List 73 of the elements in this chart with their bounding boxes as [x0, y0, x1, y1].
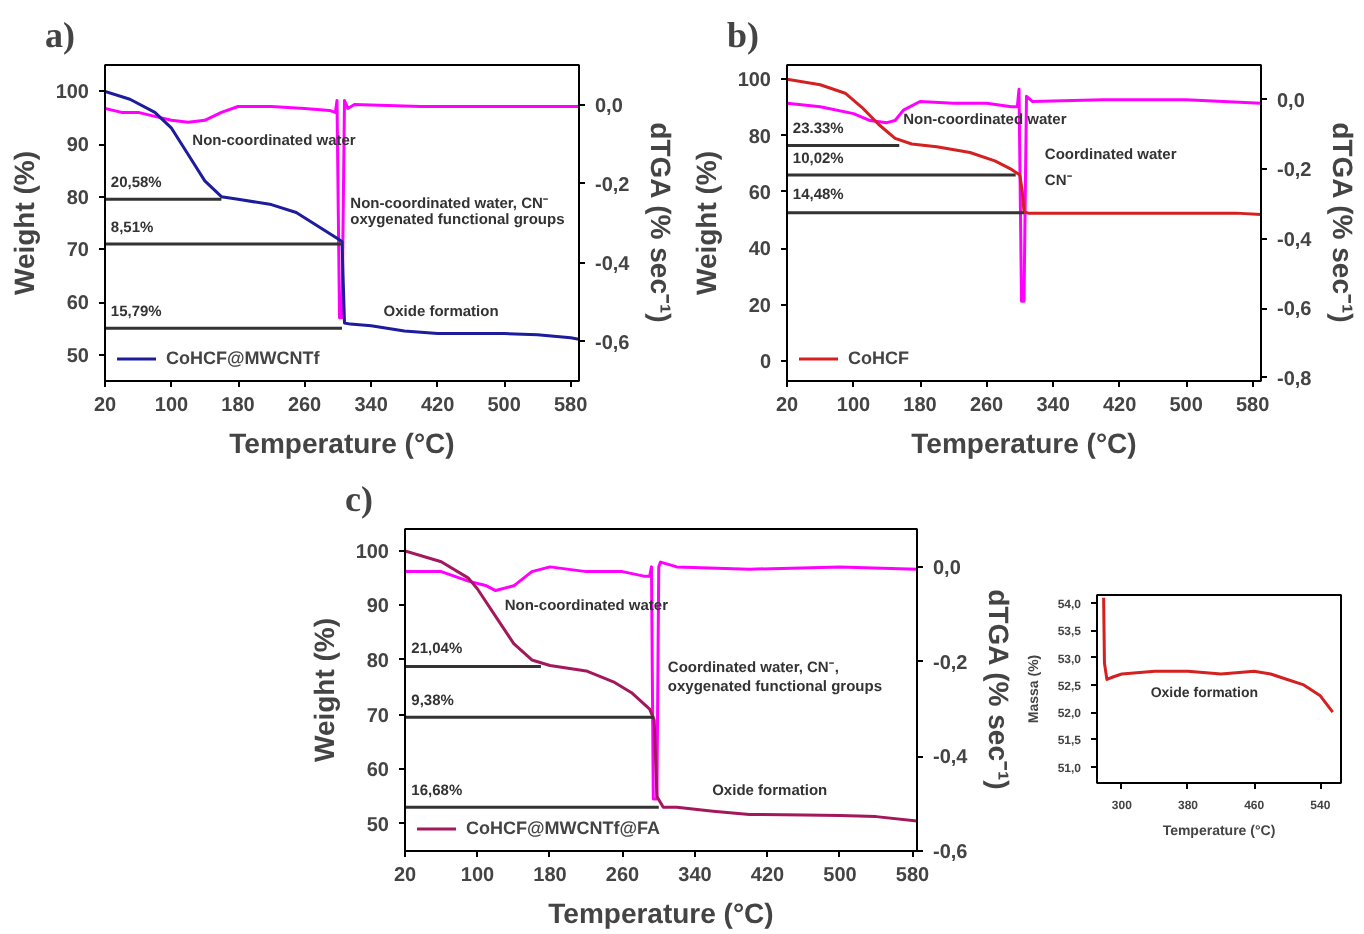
x-tick-label: 580 — [1236, 395, 1271, 417]
x-tick-label: 100 — [460, 865, 496, 887]
chart-title: c) — [345, 479, 373, 519]
y2-tick-label: -0,6 — [1277, 299, 1313, 322]
y-axis-title: Weight (%) — [689, 150, 722, 296]
y2-tick-label: -0,4 — [933, 747, 969, 770]
y-tick-label: 80 — [366, 650, 390, 673]
y2-tick-label: -0,4 — [1277, 229, 1313, 252]
y-tick-label: 0 — [759, 352, 772, 375]
x-axis-title: Temperature (°C) — [229, 427, 455, 459]
y-tick-label: 100 — [355, 541, 390, 564]
chart-title: b) — [727, 15, 760, 55]
x-tick-label: 100 — [154, 395, 190, 417]
x-tick-label: 420 — [750, 865, 786, 887]
y2-axis-title: dTGA (% sec⁻¹) — [645, 122, 678, 323]
x-tick-label: 580 — [554, 395, 589, 417]
y2-tick-label: -0,2 — [1277, 160, 1313, 183]
y2-tick-label: -0,6 — [595, 332, 631, 355]
x-tick-label: 100 — [836, 395, 872, 417]
y-tick-label: 90 — [66, 135, 90, 157]
x-tick-label: 420 — [1102, 395, 1138, 417]
y-tick-label: 60 — [366, 760, 390, 783]
y2-tick-label: -0,8 — [1277, 368, 1313, 391]
y2-axis-title: dTGA (% sec⁻¹) — [1327, 122, 1360, 323]
x-tick-label: 20 — [393, 865, 417, 887]
y-tick-label: 40 — [748, 239, 772, 262]
y2-tick-label: -0,6 — [933, 842, 969, 864]
y-tick-label: 50 — [366, 814, 390, 837]
x-tick-label: 500 — [487, 395, 522, 417]
y-tick-label: 80 — [748, 126, 772, 149]
y-tick-label: 60 — [748, 182, 772, 205]
x-axis-title: Temperature (°C) — [911, 427, 1137, 459]
x-axis-title: Temperature (°C) — [548, 897, 774, 929]
y-tick-label: 70 — [366, 705, 390, 728]
y2-tick-label: -0,2 — [933, 652, 969, 675]
x-tick-label: 260 — [969, 395, 1005, 417]
x-tick-label: 180 — [903, 395, 938, 417]
y-tick-label: 70 — [66, 240, 90, 263]
y-tick-label: 50 — [66, 345, 90, 368]
chart-title: a) — [45, 15, 75, 55]
x-tick-label: 500 — [1169, 395, 1204, 417]
x-tick-label: 20 — [93, 395, 117, 417]
y-tick-label: 80 — [66, 187, 90, 210]
y2-tick-label: 0,0 — [1277, 90, 1306, 113]
legend-label: CoHCF — [848, 348, 909, 368]
x-tick-label: 420 — [420, 395, 456, 417]
y2-tick-label: -0,2 — [595, 174, 631, 197]
legend-label: CoHCF@MWCNTf — [166, 348, 320, 368]
legend-label: CoHCF@MWCNTf@FA — [466, 818, 661, 838]
x-tick-label: 500 — [823, 865, 858, 887]
line-series — [787, 87, 1261, 303]
y-axis-title: Weight (%) — [307, 617, 340, 763]
y-axis-title: Weight (%) — [7, 150, 40, 296]
x-tick-label: 260 — [605, 865, 641, 887]
x-tick-label: 180 — [221, 395, 256, 417]
x-tick-label: 340 — [1036, 395, 1071, 417]
x-tick-label: 340 — [354, 395, 389, 417]
x-tick-label: 20 — [775, 395, 799, 417]
y-tick-label: 20 — [748, 295, 772, 318]
y-tick-label: 60 — [66, 293, 90, 315]
x-tick-label: 340 — [678, 865, 713, 887]
y2-tick-label: -0,4 — [595, 253, 631, 276]
y-tick-label: 90 — [366, 596, 390, 619]
y-tick-label: 100 — [737, 70, 772, 93]
y-tick-label: 100 — [55, 82, 90, 105]
y2-axis-title: dTGA (% sec⁻¹) — [983, 589, 1016, 790]
y2-tick-label: 0,0 — [595, 95, 624, 118]
x-tick-label: 180 — [533, 865, 568, 887]
x-tick-label: 580 — [895, 865, 931, 887]
x-tick-label: 260 — [287, 395, 323, 417]
y2-tick-label: 0,0 — [933, 557, 962, 580]
line-series — [1102, 596, 1335, 714]
line-series — [787, 77, 1261, 217]
